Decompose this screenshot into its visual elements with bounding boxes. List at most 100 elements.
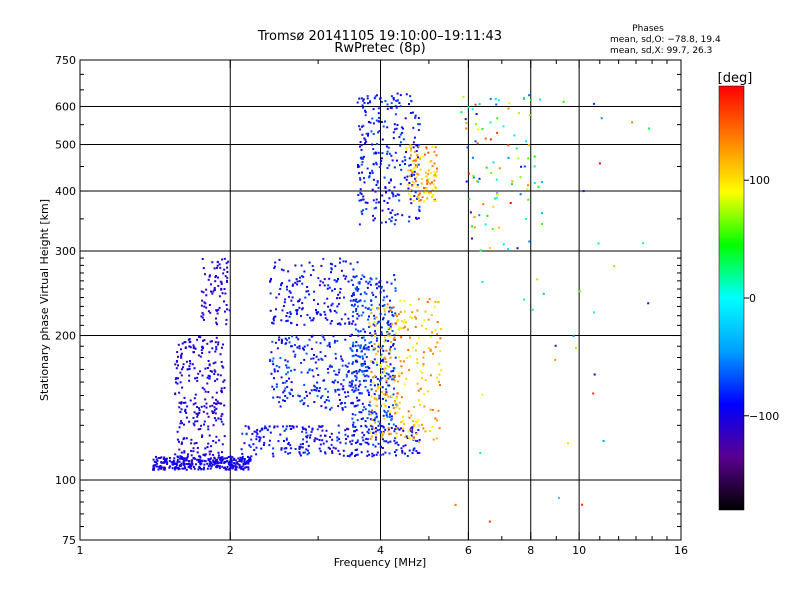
data-point — [196, 376, 199, 379]
data-point — [426, 179, 428, 182]
data-point — [185, 457, 188, 460]
data-point — [436, 321, 439, 323]
data-point — [417, 197, 420, 200]
data-point — [190, 449, 193, 452]
data-point — [305, 448, 308, 451]
data-point — [209, 340, 212, 343]
data-point — [193, 346, 196, 349]
data-point — [209, 467, 212, 470]
data-point — [223, 386, 226, 389]
data-point — [369, 277, 372, 280]
data-point — [183, 466, 186, 469]
data-point — [413, 162, 416, 165]
data-point — [351, 413, 354, 416]
data-point — [402, 415, 404, 418]
data-point — [213, 288, 216, 291]
data-point — [402, 127, 404, 130]
data-point — [474, 103, 477, 106]
data-point — [180, 402, 183, 405]
data-point — [196, 446, 199, 449]
data-point — [285, 373, 288, 376]
data-point — [465, 122, 468, 125]
data-point — [388, 384, 391, 387]
data-point — [235, 467, 238, 470]
data-point — [429, 374, 432, 377]
data-point — [383, 310, 386, 313]
data-point — [194, 393, 197, 396]
data-point — [381, 434, 384, 437]
data-point — [272, 396, 275, 399]
data-point — [377, 424, 380, 427]
data-point — [402, 427, 404, 430]
data-point — [213, 373, 216, 375]
data-point — [411, 452, 414, 455]
data-point — [189, 399, 192, 402]
data-point — [352, 425, 355, 428]
data-point — [391, 376, 394, 379]
data-point — [526, 188, 529, 191]
data-point — [393, 223, 396, 226]
data-point — [372, 178, 375, 181]
data-point — [394, 105, 397, 108]
data-point — [367, 102, 369, 105]
data-point — [344, 313, 347, 316]
data-point — [192, 403, 195, 406]
data-point — [371, 360, 374, 363]
data-point — [372, 214, 374, 217]
data-point — [248, 458, 251, 461]
data-point — [345, 438, 348, 440]
data-point — [358, 165, 361, 168]
data-point — [405, 148, 408, 151]
data-point — [376, 337, 378, 340]
data-point — [416, 172, 419, 175]
data-point — [203, 466, 205, 469]
data-point — [364, 138, 367, 141]
data-point — [319, 387, 321, 389]
data-point — [492, 161, 495, 164]
data-point — [395, 127, 398, 130]
data-point — [429, 191, 432, 194]
data-point — [417, 123, 419, 126]
data-point — [288, 366, 290, 369]
colorbar-tick-label: −100 — [749, 410, 779, 423]
data-point — [282, 305, 285, 308]
data-point — [285, 447, 288, 450]
data-point — [366, 454, 369, 457]
data-point — [472, 176, 475, 179]
data-point — [188, 379, 191, 382]
data-point — [386, 201, 389, 204]
data-point — [398, 375, 401, 378]
data-point — [332, 381, 335, 384]
data-point — [418, 145, 421, 148]
data-point — [318, 284, 321, 287]
data-point — [196, 420, 199, 423]
data-point — [368, 342, 371, 344]
data-point — [215, 398, 217, 401]
data-point — [211, 370, 214, 373]
data-point — [188, 460, 190, 462]
data-point — [198, 461, 201, 464]
data-point — [383, 296, 386, 299]
data-point — [273, 370, 276, 373]
data-point — [400, 327, 403, 330]
data-point — [272, 447, 275, 450]
data-point — [223, 435, 226, 438]
data-point — [354, 384, 357, 387]
data-point — [162, 458, 165, 461]
data-point — [247, 459, 250, 462]
data-point — [419, 158, 421, 160]
data-point — [381, 333, 383, 336]
data-point — [179, 455, 182, 458]
data-point — [194, 457, 197, 460]
data-point — [343, 296, 345, 299]
data-point — [382, 414, 385, 417]
data-point — [300, 362, 302, 364]
data-point — [352, 361, 355, 363]
data-point — [222, 366, 225, 369]
data-point — [411, 171, 414, 174]
data-point — [368, 404, 371, 406]
data-point — [255, 435, 258, 438]
data-point — [370, 312, 373, 314]
data-point — [403, 156, 406, 159]
data-point — [478, 177, 481, 180]
